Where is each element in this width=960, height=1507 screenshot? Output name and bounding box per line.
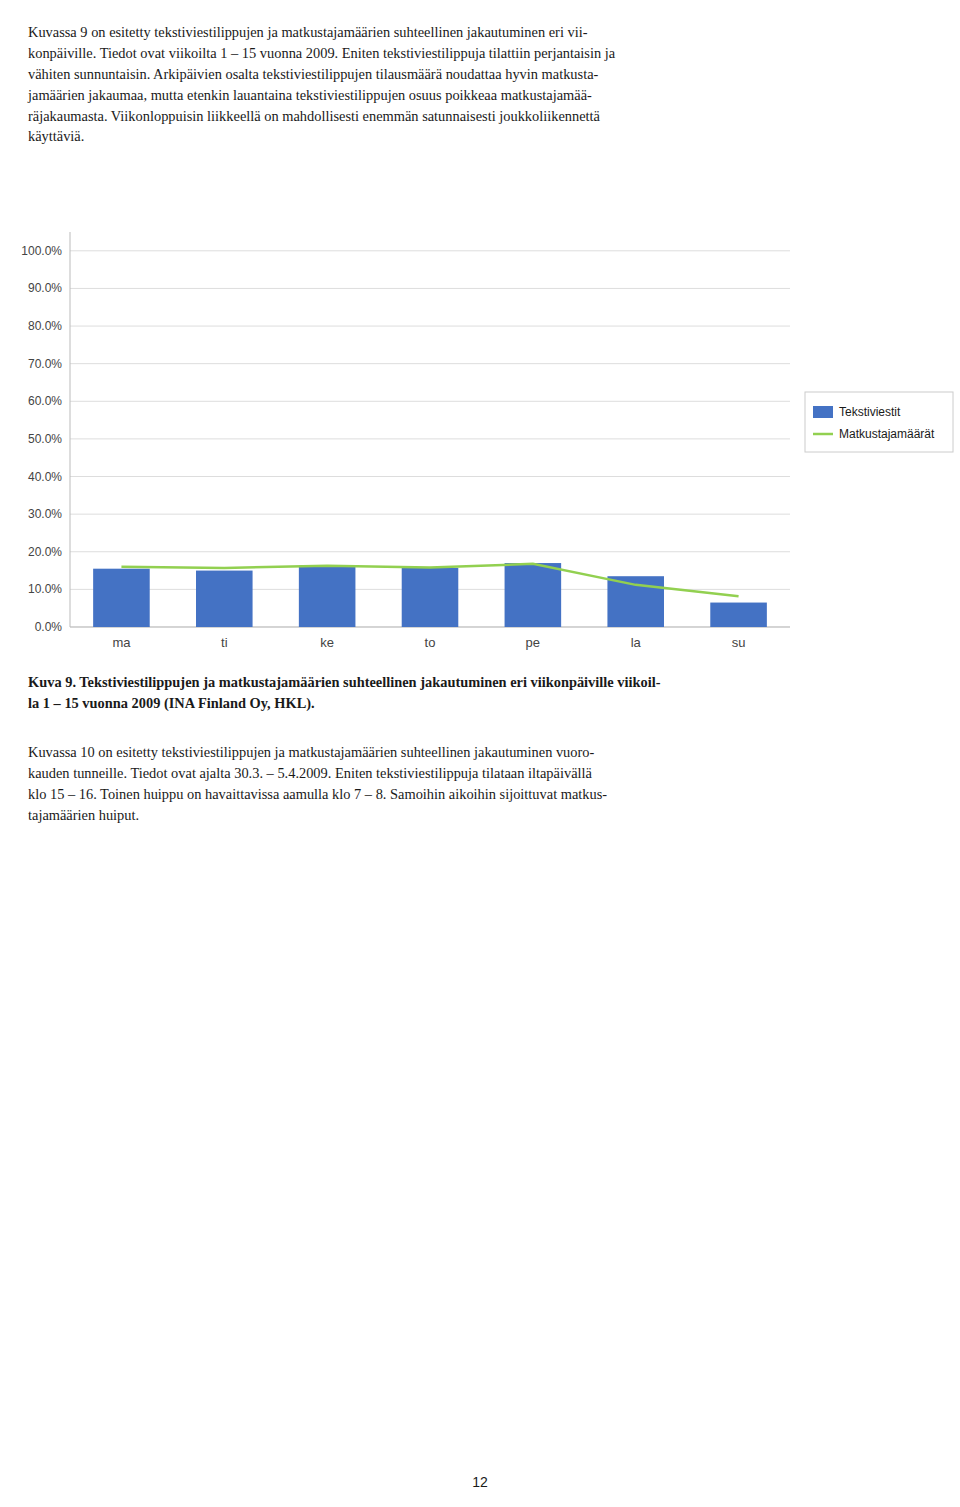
legend-label: Tekstiviestit xyxy=(839,405,901,419)
bar xyxy=(402,568,459,627)
bar xyxy=(299,566,356,627)
y-tick-label: 50.0% xyxy=(28,432,62,446)
grid-line xyxy=(70,363,790,364)
grid-line xyxy=(70,551,790,552)
y-tick-label: 90.0% xyxy=(28,281,62,295)
x-tick-label: ma xyxy=(112,635,131,650)
x-tick-label: la xyxy=(631,635,642,650)
legend-swatch xyxy=(813,406,833,418)
grid-line xyxy=(70,288,790,289)
plot-marks xyxy=(93,563,767,627)
grid-line xyxy=(70,438,790,439)
chart: 0.0% 10.0% 20.0% 30.0% 40.0% 50.0% 60.0% 70.0% 8… xyxy=(0,222,960,667)
y-tick-label: 80.0% xyxy=(28,319,62,333)
bar xyxy=(710,603,767,627)
bar xyxy=(93,569,150,627)
caption: Kuva 9. Tekstiviestilippujen ja matkusta… xyxy=(28,672,935,714)
y-tick-label: 70.0% xyxy=(28,357,62,371)
body-text-bottom: Kuvassa 10 on esitetty tekstiviestilippu… xyxy=(28,742,935,826)
bar xyxy=(196,571,253,627)
y-tick-label: 10.0% xyxy=(28,582,62,596)
body-text-top: Kuvassa 9 on esitetty tekstiviestilippuj… xyxy=(28,22,935,147)
page-number: 12 xyxy=(0,1474,960,1490)
legend-swatch xyxy=(813,433,833,436)
x-tick-label: ti xyxy=(221,635,228,650)
y-tick-label: 30.0% xyxy=(28,507,62,521)
grid-line xyxy=(70,326,790,327)
x-tick-label: to xyxy=(425,635,436,650)
y-axis-line xyxy=(70,232,71,627)
y-tick-label: 0.0% xyxy=(35,620,63,634)
x-tick-label: su xyxy=(732,635,746,650)
legend-label: Matkustajamäärät xyxy=(839,427,935,441)
y-tick-label: 20.0% xyxy=(28,545,62,559)
y-tick-label: 100.0% xyxy=(21,244,62,258)
grid-line xyxy=(70,476,790,477)
caption-text: Tekstiviestilippujen ja matkustajamäärie… xyxy=(28,674,660,711)
grid-line xyxy=(70,514,790,515)
line xyxy=(121,564,738,596)
y-tick-label: 40.0% xyxy=(28,470,62,484)
x-tick-label: ke xyxy=(320,635,334,650)
legend-box xyxy=(805,392,953,452)
bar xyxy=(505,563,562,627)
caption-label: Kuva 9. xyxy=(28,674,76,690)
y-tick-label: 60.0% xyxy=(28,394,62,408)
x-tick-label: pe xyxy=(526,635,540,650)
grid-line xyxy=(70,250,790,251)
grid-line xyxy=(70,401,790,402)
